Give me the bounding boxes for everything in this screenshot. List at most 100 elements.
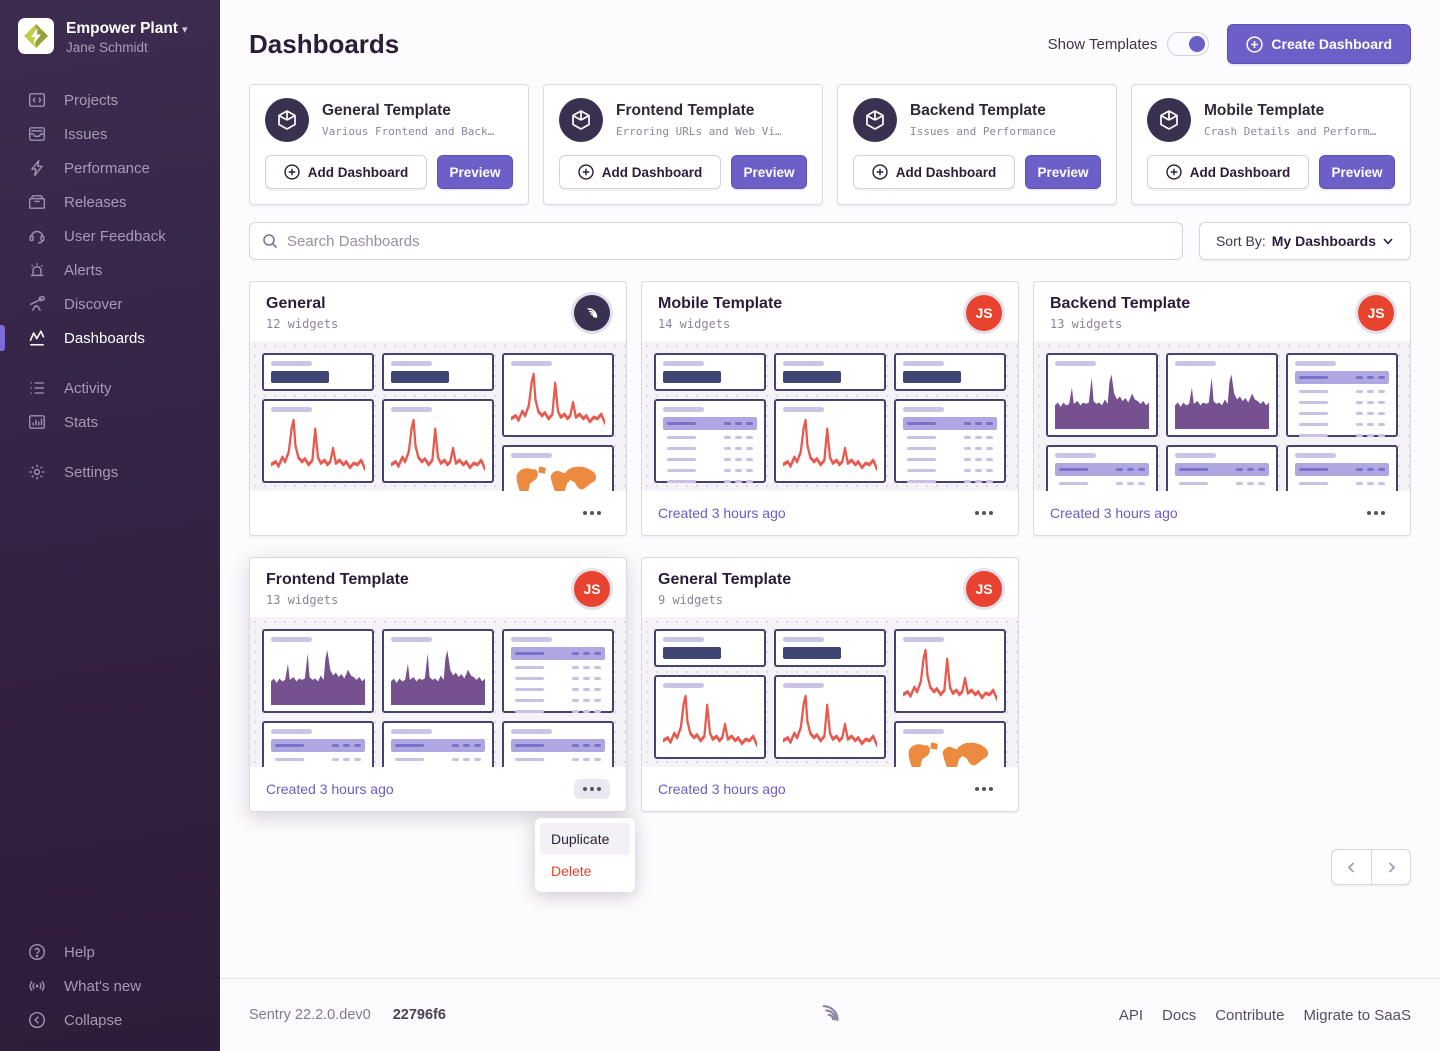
- sidebar-item-dashboards[interactable]: Dashboards: [0, 321, 220, 355]
- sidebar-nav-primary: Projects Issues Performance Releases Use…: [0, 83, 220, 355]
- dashboard-title: Mobile Template: [658, 295, 783, 312]
- add-dashboard-button[interactable]: Add Dashboard: [559, 155, 721, 189]
- preview-button[interactable]: Preview: [731, 155, 807, 189]
- widget-big-number: [774, 629, 886, 667]
- sidebar-item-discover[interactable]: Discover: [0, 287, 220, 321]
- preview-button[interactable]: Preview: [437, 155, 513, 189]
- org-user: Jane Schmidt: [66, 40, 148, 56]
- next-page-button[interactable]: [1371, 849, 1411, 885]
- widget-world-map: [502, 445, 614, 491]
- dashboard-widget-count: 14 widgets: [658, 317, 731, 331]
- whats-new-icon: [27, 977, 47, 995]
- card-actions-button[interactable]: [966, 503, 1002, 523]
- dashboard-preview: [250, 617, 626, 767]
- footer-link-contribute[interactable]: Contribute: [1215, 1006, 1285, 1024]
- footer-link-docs[interactable]: Docs: [1162, 1006, 1197, 1024]
- template-card-frontend-template: Frontend Template Erroring URLs and Web …: [543, 84, 823, 205]
- dashboard-card-general-template[interactable]: General Template 9 widgets JS Created 3 …: [641, 557, 1019, 812]
- sidebar-item-stats[interactable]: Stats: [0, 405, 220, 439]
- preview-button[interactable]: Preview: [1025, 155, 1101, 189]
- build-hash[interactable]: 22796f6: [392, 1007, 446, 1023]
- template-title: Mobile Template: [1204, 102, 1325, 119]
- widget-table: [502, 629, 614, 713]
- widget-table: [262, 721, 374, 767]
- widget-line-chart: [502, 353, 614, 437]
- widget-line-chart: [262, 399, 374, 483]
- widget-big-number: [894, 353, 1006, 391]
- dashboard-grid: General 12 widgets Mobile Template 14 wi…: [249, 281, 1411, 892]
- dashboard-widget-count: 12 widgets: [266, 317, 339, 331]
- dashboard-widget-count: 13 widgets: [1050, 317, 1123, 331]
- projects-icon: [27, 91, 47, 109]
- sidebar-nav-bottom: Help What's new Collapse: [0, 935, 220, 1037]
- dashboard-title: Frontend Template: [266, 571, 409, 588]
- dashboard-widget-count: 9 widgets: [658, 593, 724, 607]
- context-menu: Duplicate Delete: [535, 818, 635, 892]
- show-templates-label: Show Templates: [1047, 35, 1158, 53]
- org-switcher[interactable]: Empower Plant ▾ Jane Schmidt: [0, 18, 220, 57]
- add-dashboard-button[interactable]: Add Dashboard: [265, 155, 427, 189]
- widget-line-chart: [774, 399, 886, 483]
- add-dashboard-button[interactable]: Add Dashboard: [853, 155, 1015, 189]
- dashboard-title: Backend Template: [1050, 295, 1191, 312]
- add-dashboard-button[interactable]: Add Dashboard: [1147, 155, 1309, 189]
- sentry-avatar: [574, 295, 610, 331]
- widget-area-chart: [1046, 353, 1158, 437]
- widget-table: [1046, 445, 1158, 491]
- card-actions-button[interactable]: [574, 779, 610, 799]
- app-version: Sentry 22.2.0.dev0: [249, 1007, 371, 1023]
- performance-icon: [27, 159, 47, 177]
- dashboard-title: General Template: [658, 571, 792, 588]
- plus-circle-icon: [1246, 35, 1264, 53]
- card-actions-button[interactable]: [966, 779, 1002, 799]
- previous-page-button[interactable]: [1331, 849, 1371, 885]
- template-cards-row: General Template Various Frontend and Ba…: [249, 84, 1411, 205]
- template-cube-icon: [265, 98, 309, 142]
- sidebar-item-user-feedback[interactable]: User Feedback: [0, 219, 220, 253]
- card-actions-button[interactable]: [1358, 503, 1394, 523]
- sidebar-item-projects[interactable]: Projects: [0, 83, 220, 117]
- preview-button[interactable]: Preview: [1319, 155, 1395, 189]
- main-content: Dashboards Show Templates Create Dashboa…: [220, 0, 1440, 978]
- card-actions-button[interactable]: [574, 503, 610, 523]
- sidebar: Empower Plant ▾ Jane Schmidt Projects Iss…: [0, 0, 220, 1051]
- search-input[interactable]: [287, 232, 1170, 250]
- widget-area-chart: [262, 629, 374, 713]
- sidebar-item-what-s-new[interactable]: What's new: [0, 969, 220, 1003]
- dashboards-icon: [27, 329, 47, 347]
- settings-icon: [27, 463, 47, 481]
- sidebar-item-activity[interactable]: Activity: [0, 371, 220, 405]
- sidebar-item-collapse[interactable]: Collapse: [0, 1003, 220, 1037]
- dashboard-card-backend-template[interactable]: Backend Template 13 widgets JS Created 3…: [1033, 281, 1411, 536]
- widget-big-number: [262, 353, 374, 391]
- sidebar-item-alerts[interactable]: Alerts: [0, 253, 220, 287]
- plus-circle-icon: [284, 164, 300, 180]
- sort-dropdown[interactable]: Sort By: My Dashboards: [1199, 222, 1411, 260]
- dashboard-card-general[interactable]: General 12 widgets: [249, 281, 627, 536]
- sidebar-item-performance[interactable]: Performance: [0, 151, 220, 185]
- sidebar-item-releases[interactable]: Releases: [0, 185, 220, 219]
- dashboard-card-frontend-template[interactable]: Frontend Template 13 widgets JS Created …: [249, 557, 635, 892]
- footer-link-migrate-to-saas[interactable]: Migrate to SaaS: [1303, 1006, 1411, 1024]
- sidebar-item-settings[interactable]: Settings: [0, 455, 220, 489]
- dashboard-card-mobile-template[interactable]: Mobile Template 14 widgets JS Created 3 …: [641, 281, 1019, 536]
- create-dashboard-button[interactable]: Create Dashboard: [1227, 24, 1411, 64]
- user-avatar: JS: [1358, 295, 1394, 331]
- dashboard-preview: [642, 617, 1018, 767]
- show-templates-toggle[interactable]: [1167, 32, 1210, 56]
- collapse-icon: [27, 1011, 47, 1029]
- footer-link-api[interactable]: API: [1118, 1006, 1144, 1024]
- sidebar-item-issues[interactable]: Issues: [0, 117, 220, 151]
- app-footer: Sentry 22.2.0.dev0 22796f6 API Docs Contri…: [220, 978, 1440, 1051]
- activity-icon: [27, 379, 47, 397]
- widget-table: [1286, 445, 1398, 491]
- template-title: General Template: [322, 102, 451, 119]
- sidebar-item-help[interactable]: Help: [0, 935, 220, 969]
- dashboard-preview: [250, 341, 626, 491]
- menu-item-delete[interactable]: Delete: [551, 863, 592, 879]
- alerts-icon: [27, 261, 47, 279]
- widget-table: [1166, 445, 1278, 491]
- user-avatar: JS: [966, 571, 1002, 607]
- discover-icon: [27, 295, 47, 313]
- menu-item-duplicate[interactable]: Duplicate: [540, 823, 630, 855]
